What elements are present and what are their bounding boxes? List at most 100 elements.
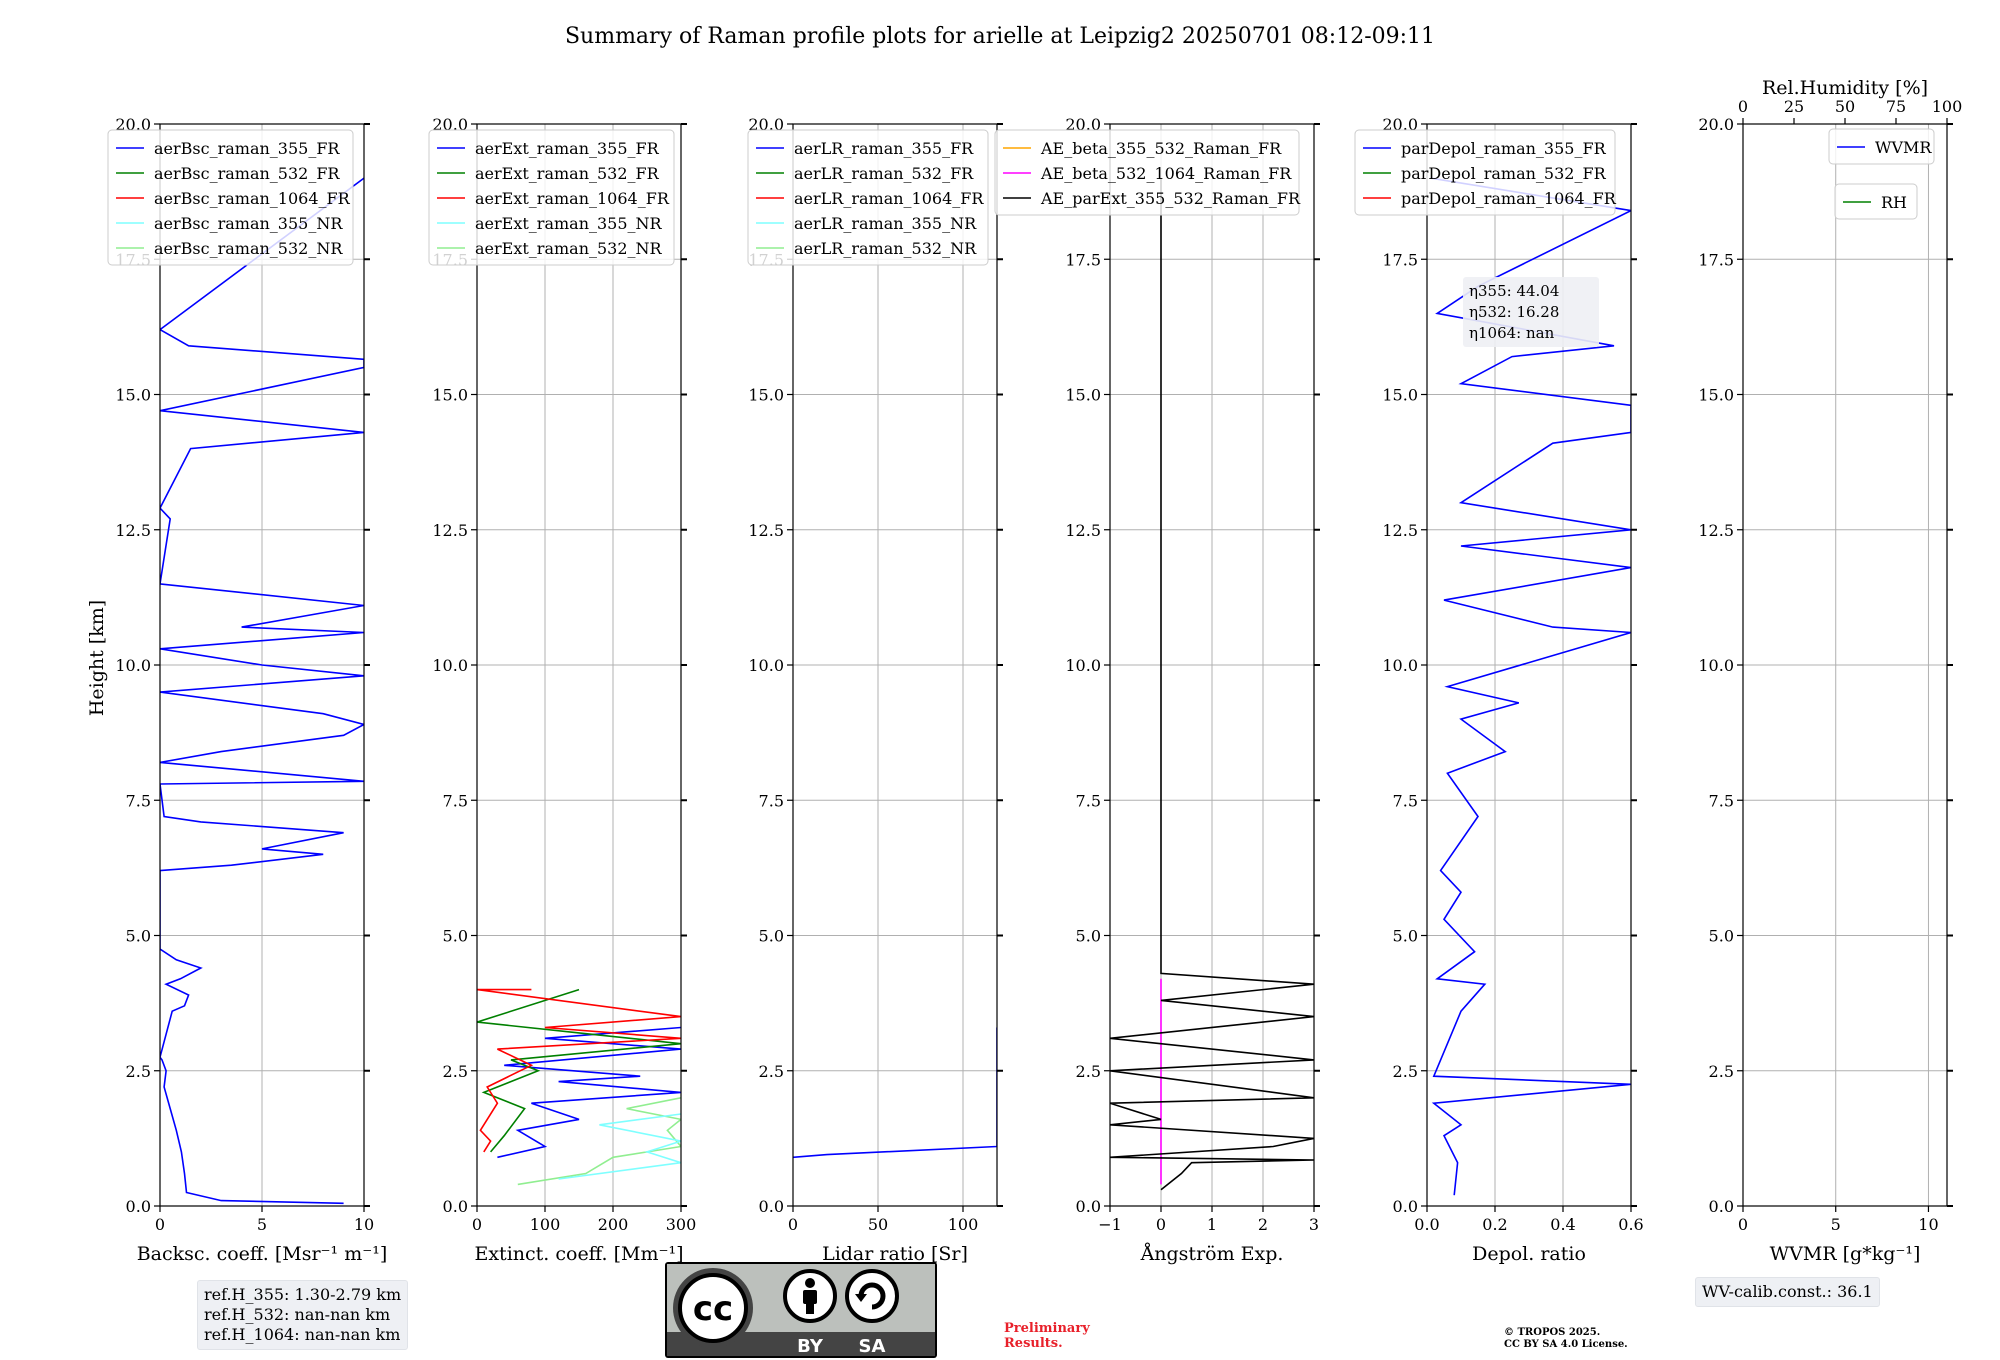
legend-entry: aerExt_raman_532_NR bbox=[475, 239, 663, 258]
x-tick-label: 0 bbox=[155, 1215, 165, 1234]
series-line-parDepol_raman_355_FR bbox=[1430, 177, 1631, 1196]
legend: AE_beta_355_532_Raman_FR AE_beta_532_1064… bbox=[994, 129, 1301, 216]
legend-entry: parDepol_raman_1064_FR bbox=[1401, 189, 1617, 208]
top-x-tick-label: 100 bbox=[1932, 97, 1963, 116]
x-axis-label: Depol. ratio bbox=[1472, 1243, 1586, 1265]
y-tick-label: 5.0 bbox=[1709, 927, 1734, 946]
y-tick-label: 12.5 bbox=[432, 521, 468, 540]
legend-entry: aerLR_raman_355_FR bbox=[794, 139, 974, 158]
legend-entry: aerExt_raman_355_NR bbox=[475, 214, 663, 233]
series-line-aerExt_raman_532_NR bbox=[517, 1097, 681, 1186]
legend: parDepol_raman_355_FR parDepol_raman_532_… bbox=[1354, 129, 1617, 216]
y-tick-label: 2.5 bbox=[759, 1062, 784, 1081]
y-tick-label: 0.0 bbox=[1076, 1197, 1101, 1216]
legend-frame bbox=[747, 129, 989, 266]
legend-entry: aerBsc_raman_532_FR bbox=[154, 164, 340, 183]
series-group bbox=[1430, 177, 1631, 1196]
x-axis-label: Ångström Exp. bbox=[1140, 1243, 1284, 1265]
legend-entry: aerBsc_raman_532_NR bbox=[154, 239, 343, 258]
y-tick-label: 10.0 bbox=[432, 656, 468, 675]
annotation-box bbox=[1463, 277, 1599, 347]
y-tick-label: 12.5 bbox=[1698, 521, 1734, 540]
refh-532: ref.H_532: nan-nan km bbox=[204, 1305, 391, 1324]
legend-entry: aerLR_raman_1064_FR bbox=[794, 189, 984, 208]
copyright-note: © TROPOS 2025. CC BY SA 4.0 License. bbox=[1504, 1327, 1628, 1351]
by-person-head bbox=[805, 1278, 815, 1288]
y-tick-label: 0.0 bbox=[759, 1197, 784, 1216]
panels-group: 0.02.55.07.510.012.515.017.520.00510Back… bbox=[107, 77, 1963, 1265]
y-tick-label: 15.0 bbox=[748, 386, 784, 405]
x-tick-label: 0.4 bbox=[1550, 1215, 1575, 1234]
y-tick-label: 0.0 bbox=[1393, 1197, 1418, 1216]
y-tick-label: 15.0 bbox=[432, 386, 468, 405]
legend-entry: WVMR bbox=[1875, 138, 1932, 157]
y-tick-label: 10.0 bbox=[1382, 656, 1418, 675]
legend-entry: parDepol_raman_355_FR bbox=[1401, 139, 1607, 158]
y-tick-label: 10.0 bbox=[1698, 656, 1734, 675]
copyright-line-1: © TROPOS 2025. bbox=[1504, 1327, 1601, 1338]
legend: WVMR bbox=[1828, 128, 1935, 165]
y-axis-label: Height [km] bbox=[86, 600, 108, 716]
y-tick-label: 17.5 bbox=[1698, 250, 1734, 269]
x-tick-label: 0.0 bbox=[1414, 1215, 1439, 1234]
panel-depol: 0.0 2.5 5.0 7.5 10.0 12.5 15.0 17.5 20.0 0.0 0.2 0.… bbox=[1354, 115, 1644, 1265]
y-tick-label: 5.0 bbox=[443, 927, 468, 946]
y-tick-label: 15.0 bbox=[1382, 386, 1418, 405]
x-tick-label: 0.6 bbox=[1618, 1215, 1643, 1234]
series-group bbox=[793, 1027, 997, 1159]
legend-entry: parDepol_raman_532_FR bbox=[1401, 164, 1607, 183]
refh-1064: ref.H_1064: nan-nan km bbox=[204, 1325, 401, 1344]
x-tick-label: 0 bbox=[1156, 1215, 1166, 1234]
legend: aerLR_raman_355_FR aerLR_raman_532_FR aerL… bbox=[747, 129, 989, 266]
y-tick-label: 2.5 bbox=[126, 1062, 151, 1081]
annotation-line: η532: 16.28 bbox=[1469, 303, 1559, 321]
x-tick-label: 200 bbox=[598, 1215, 629, 1234]
x-axis-label: WVMR [g*kg⁻¹] bbox=[1770, 1243, 1921, 1265]
series-line-aerLR_raman_355_FR bbox=[793, 1027, 997, 1159]
legend-frame bbox=[107, 129, 354, 266]
top-x-tick-label: 0 bbox=[1738, 97, 1748, 116]
x-tick-label: −1 bbox=[1098, 1215, 1122, 1234]
legend-entry: aerBsc_raman_355_NR bbox=[154, 214, 343, 233]
y-tick-label: 5.0 bbox=[1076, 927, 1101, 946]
series-line-aerExt_raman_355_NR bbox=[558, 1113, 681, 1180]
reference-height-box: ref.H_355: 1.30-2.79 km ref.H_532: nan-n… bbox=[197, 1280, 409, 1350]
legend-entry: AE_beta_532_1064_Raman_FR bbox=[1040, 164, 1292, 183]
legend-entry: AE_beta_355_532_Raman_FR bbox=[1040, 139, 1282, 158]
y-tick-label: 0.0 bbox=[1709, 1197, 1734, 1216]
y-tick-label: 10.0 bbox=[748, 656, 784, 675]
panel-angstrom: 0.0 2.5 5.0 7.5 10.0 12.5 15.0 17.5 20.0 −1 0 1 2 3 Ån… bbox=[994, 115, 1320, 1265]
x-tick-label: 10 bbox=[1918, 1215, 1938, 1234]
y-tick-label: 12.5 bbox=[1065, 521, 1101, 540]
legend: aerExt_raman_355_FR aerExt_raman_532_FRae… bbox=[428, 129, 675, 266]
preliminary-line-2: Results. bbox=[1004, 1336, 1063, 1351]
y-tick-label: 7.5 bbox=[1393, 791, 1418, 810]
x-tick-label: 0 bbox=[1738, 1215, 1748, 1234]
series-line-aerExt_raman_355_FR bbox=[497, 1026, 681, 1159]
y-tick-label: 0.0 bbox=[443, 1197, 468, 1216]
series-line-AE_parExt_355_532_Raman_FR bbox=[1110, 178, 1314, 1191]
series-line-aerExt_raman_532_FR bbox=[477, 988, 681, 1153]
legend-rh: RH bbox=[1834, 183, 1918, 220]
y-tick-label: 5.0 bbox=[1393, 927, 1418, 946]
x-tick-label: 10 bbox=[354, 1215, 374, 1234]
y-tick-label: 2.5 bbox=[1393, 1062, 1418, 1081]
cc-by-sa-badge: cc BY SA bbox=[665, 1262, 937, 1358]
x-tick-label: 3 bbox=[1309, 1215, 1319, 1234]
legend-entry: aerLR_raman_355_NR bbox=[794, 214, 977, 233]
legend-entry: aerLR_raman_532_NR bbox=[794, 239, 977, 258]
y-tick-label: 15.0 bbox=[1698, 386, 1734, 405]
y-tick-label: 15.0 bbox=[115, 386, 151, 405]
x-tick-label: 50 bbox=[868, 1215, 888, 1234]
y-tick-label: 20.0 bbox=[115, 115, 151, 134]
y-tick-label: 20.0 bbox=[748, 115, 784, 134]
y-tick-label: 5.0 bbox=[759, 927, 784, 946]
legend-entry: RH bbox=[1881, 193, 1907, 212]
x-axis-label: Extinct. coeff. [Mm⁻¹] bbox=[474, 1243, 683, 1265]
legend-entry: aerExt_raman_1064_FR bbox=[475, 189, 670, 208]
wv-calib-box: WV-calib.const.: 36.1 bbox=[1695, 1277, 1880, 1307]
cc-letters: cc bbox=[693, 1289, 733, 1329]
x-tick-label: 100 bbox=[530, 1215, 561, 1234]
wv-calib-const: WV-calib.const.: 36.1 bbox=[1702, 1282, 1873, 1301]
y-tick-label: 7.5 bbox=[759, 791, 784, 810]
